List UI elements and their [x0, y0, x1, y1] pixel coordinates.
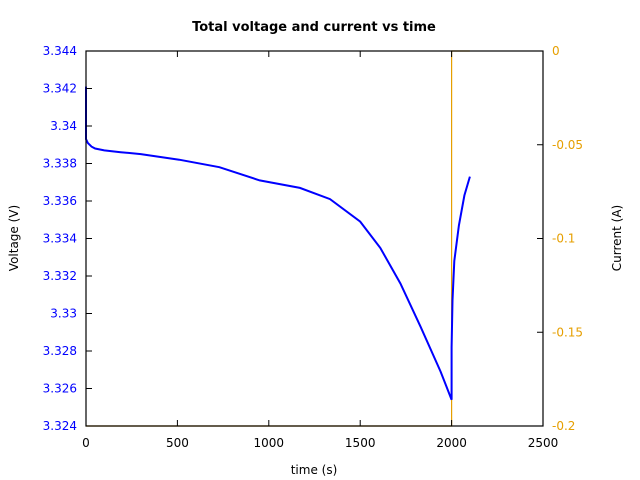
y-tick-label-right: -0.15 [552, 325, 583, 339]
y-tick-label-right: -0.1 [552, 232, 575, 246]
y-tick-label-left: 3.34 [50, 119, 77, 133]
y-tick-label-left: 3.332 [43, 269, 77, 283]
x-tick-label: 2500 [528, 436, 559, 450]
y-tick-label-right: -0.2 [552, 419, 575, 433]
y-tick-label-left: 3.344 [43, 44, 77, 58]
x-tick-label: 1500 [345, 436, 376, 450]
x-axis-label: time (s) [291, 463, 338, 477]
y-tick-label-right: 0 [552, 44, 560, 58]
right-y-axis: 0 -0.05 -0.1 -0.15 -0.2 [537, 44, 583, 433]
y-tick-label-left: 3.336 [43, 194, 77, 208]
y-tick-label-left: 3.326 [43, 382, 77, 396]
y-tick-label-left: 3.33 [50, 307, 77, 321]
voltage-series-line [85, 86, 471, 401]
left-y-axis: 3.344 3.342 3.34 3.338 3.336 3.334 3.332 3.33 3.… [43, 44, 92, 433]
plot-frame [85, 50, 544, 427]
y-tick-label-left: 3.342 [43, 82, 77, 96]
y-tick-label-left: 3.328 [43, 344, 77, 358]
y-axis-label-right: Current (A) [610, 205, 624, 271]
x-tick-label: 500 [166, 436, 189, 450]
y-tick-label-left: 3.338 [43, 157, 77, 171]
y-tick-label-left: 3.324 [43, 419, 77, 433]
y-tick-label-left: 3.334 [43, 232, 77, 246]
y-axis-label-left: Voltage (V) [7, 205, 21, 271]
y-tick-label-right: -0.05 [552, 138, 583, 152]
x-axis: 0 500 1000 1500 2000 2500 [82, 51, 558, 450]
chart-title: Total voltage and current vs time [192, 20, 436, 35]
current-series-line [86, 50, 470, 427]
x-tick-label: 2000 [436, 436, 467, 450]
plot-area [85, 50, 471, 427]
x-tick-label: 1000 [254, 436, 285, 450]
x-tick-label: 0 [82, 436, 90, 450]
